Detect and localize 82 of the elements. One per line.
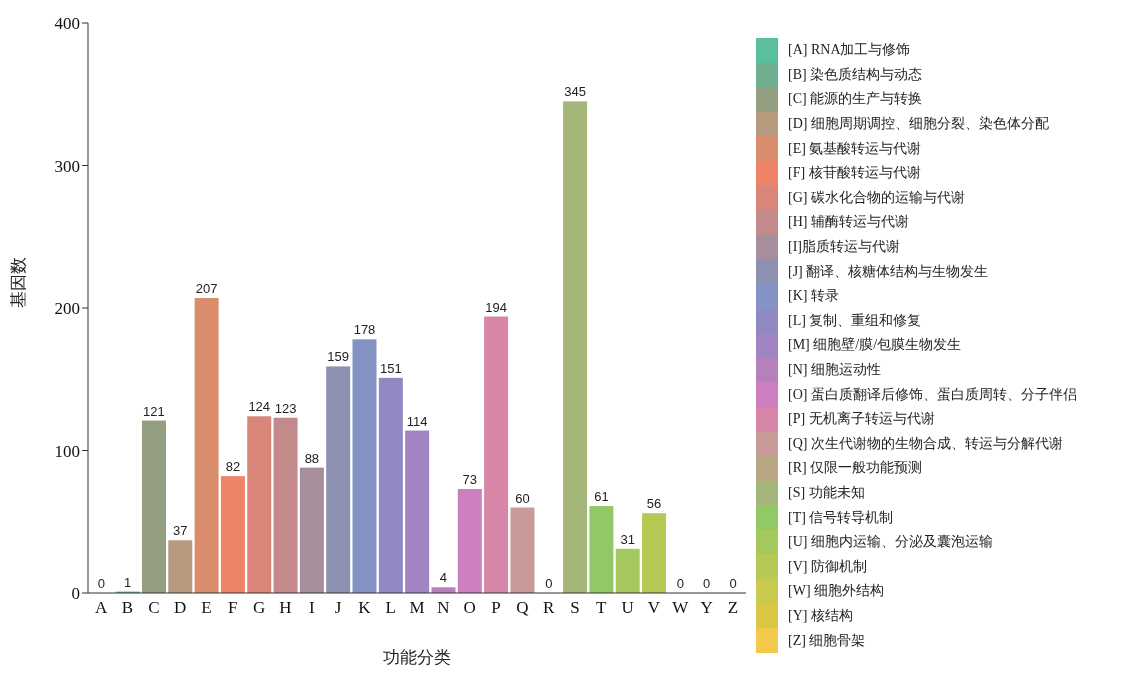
legend-label: [C] 能源的生产与转换 (788, 90, 923, 109)
data-label: 178 (353, 322, 376, 338)
x-tick-label: S (570, 598, 580, 618)
x-tick-label: A (95, 598, 109, 618)
legend-label: [D] 细胞周期调控、细胞分裂、染色体分配 (788, 115, 1049, 134)
x-tick-label: K (358, 598, 372, 618)
y-tick-label: 0 (71, 584, 80, 604)
data-label: 56 (646, 496, 662, 512)
x-tick-label: F (228, 598, 238, 618)
x-tick-label: T (596, 598, 608, 618)
x-tick-label: N (437, 598, 450, 618)
legend-label: [U] 细胞内运输、分泌及囊泡运输 (788, 533, 993, 552)
legend-label: [A] RNA加工与修饰 (788, 41, 911, 60)
x-tick-label: Y (700, 598, 713, 618)
legend-label: [B] 染色质结构与动态 (788, 65, 923, 84)
legend-label: [Q] 次生代谢物的生物合成、转运与分解代谢 (788, 434, 1063, 453)
x-tick-label: Z (727, 598, 739, 618)
data-label: 159 (327, 349, 350, 365)
legend-label: [E] 氨基酸转运与代谢 (788, 139, 922, 158)
x-tick-label: H (279, 598, 292, 618)
legend-label: [T] 信号转导机制 (788, 508, 894, 527)
x-tick-label: R (542, 598, 555, 618)
data-label: 61 (594, 489, 609, 505)
x-tick-label: M (409, 598, 425, 618)
legend-label: [L] 复制、重组和修复 (788, 311, 922, 330)
x-tick-label: G (252, 598, 266, 618)
legend-label: [M] 细胞壁/膜/包膜生物发生 (788, 336, 962, 355)
x-tick-label: E (201, 598, 212, 618)
data-label: 345 (564, 84, 586, 100)
legend-label: [J] 翻译、核糖体结构与生物发生 (788, 262, 989, 281)
x-tick-label: U (621, 598, 634, 618)
data-label: 37 (173, 523, 188, 539)
y-tick-label: 300 (54, 156, 80, 176)
x-tick-label: J (334, 598, 342, 618)
data-label: 0 (97, 576, 105, 591)
x-tick-label: D (173, 598, 187, 618)
x-tick-label: P (491, 598, 501, 618)
legend-label: [K] 转录 (788, 287, 839, 306)
data-label: 0 (676, 576, 684, 591)
x-tick-label: L (385, 598, 396, 618)
y-axis-title: 基因数 (9, 257, 29, 308)
y-tick-label: 100 (54, 441, 80, 461)
data-label: 123 (274, 400, 297, 416)
x-tick-label: O (463, 598, 476, 618)
data-label: 194 (485, 299, 507, 315)
data-label: 88 (304, 450, 320, 466)
legend-label: [H] 辅酶转运与代谢 (788, 213, 909, 232)
data-label: 4 (439, 570, 448, 586)
data-label: 0 (703, 576, 711, 591)
x-tick-label: W (672, 598, 690, 618)
data-label: 1 (124, 574, 132, 590)
data-label: 60 (515, 490, 530, 506)
y-tick-label: 200 (54, 299, 80, 319)
legend-label: [S] 功能未知 (788, 484, 865, 502)
data-label: 207 (195, 281, 218, 297)
legend-label: [O] 蛋白质翻译后修饰、蛋白质周转、分子伴侣 (788, 385, 1077, 404)
data-label: 121 (143, 403, 165, 419)
legend-label: [V] 防御机制 (788, 557, 867, 576)
data-label: 124 (248, 399, 271, 415)
data-label: 151 (379, 360, 402, 376)
legend-label: [G] 碳水化合物的运输与代谢 (788, 188, 965, 207)
y-tick-label: 400 (54, 14, 80, 34)
x-tick-label: B (121, 598, 134, 618)
legend-label: [F] 核苷酸转运与代谢 (788, 164, 921, 183)
x-tick-label: Q (516, 598, 529, 618)
data-label: 73 (462, 471, 478, 487)
data-label: 114 (406, 413, 428, 429)
x-tick-label: C (148, 598, 160, 618)
legend-label: [R] 仅限一般功能预测 (788, 459, 923, 478)
x-tick-label: I (308, 598, 315, 618)
data-label: 31 (620, 531, 635, 547)
legend-label: [Y] 核结构 (788, 606, 853, 625)
data-label: 0 (729, 576, 737, 591)
x-axis-title: 功能分类 (383, 648, 451, 667)
legend-label: [P] 无机离子转运与代谢 (788, 410, 935, 429)
data-label: 0 (545, 576, 553, 591)
data-label: 82 (225, 459, 241, 475)
legend-label: [W] 细胞外结构 (788, 582, 885, 601)
legend-label: [I]脂质转运与代谢 (788, 238, 900, 257)
legend-label: [N] 细胞运动性 (788, 361, 881, 379)
legend-label: [Z] 细胞骨架 (788, 631, 866, 650)
x-tick-label: V (647, 598, 661, 618)
